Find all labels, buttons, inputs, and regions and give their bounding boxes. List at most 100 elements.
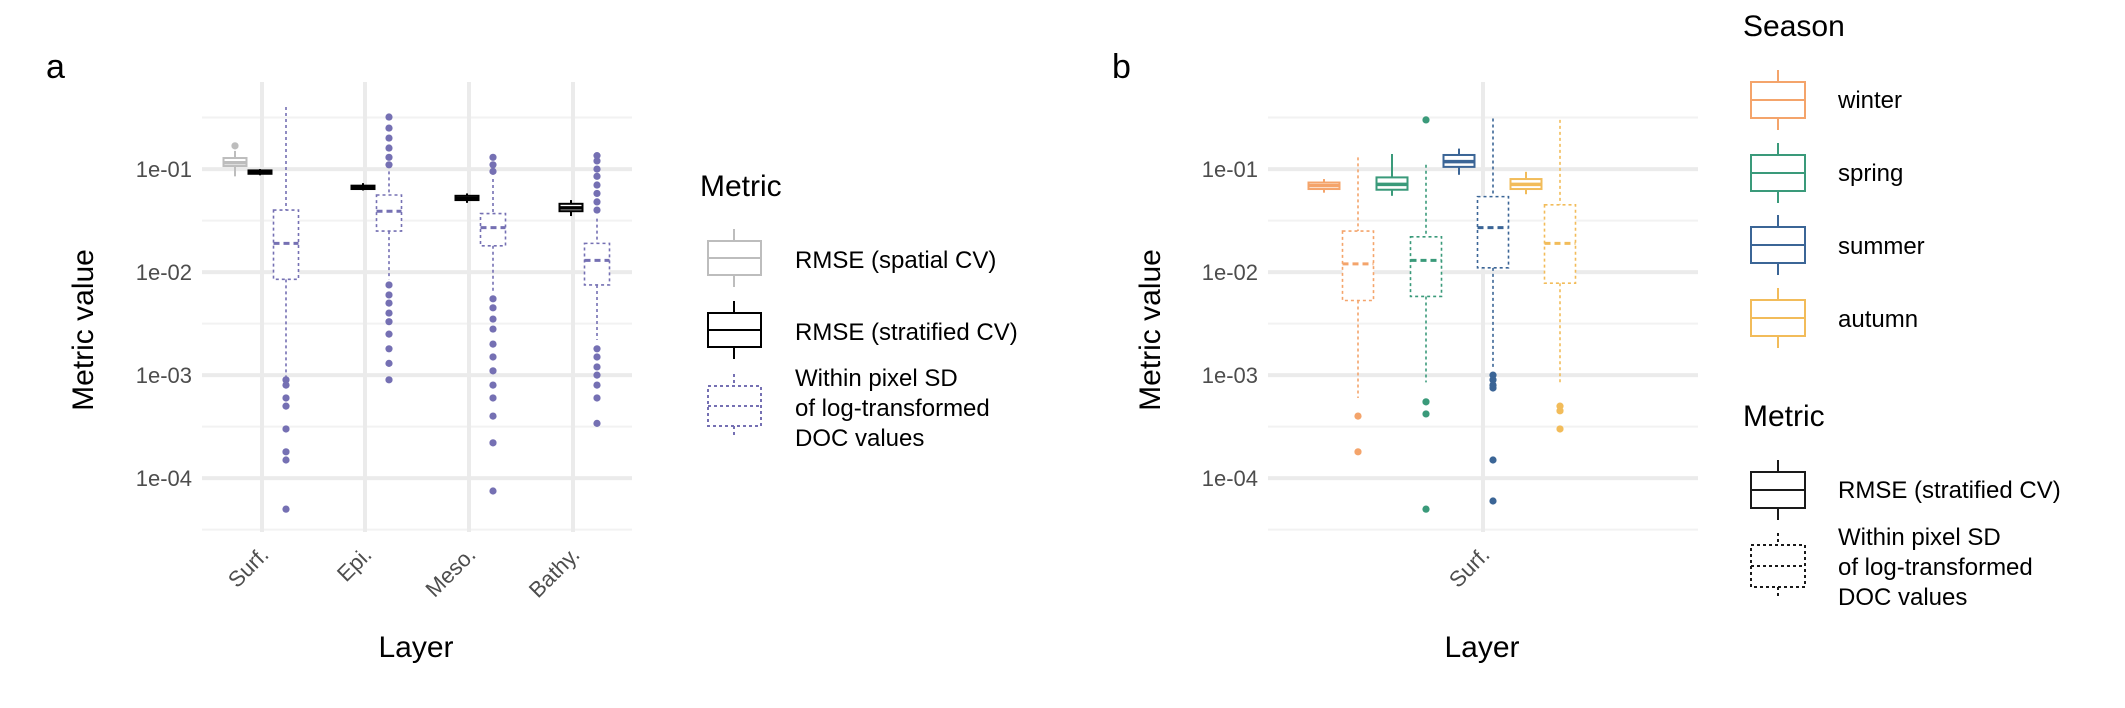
box-surf-rmse: [247, 169, 273, 176]
y-tick-label: 1e-02: [136, 260, 192, 285]
panel-a-boxes: [222, 107, 611, 513]
outlier-point: [593, 353, 601, 361]
outlier-point: [593, 165, 601, 173]
legend-a-key-stratified: [707, 301, 762, 359]
outlier-point: [385, 113, 393, 121]
x-tick-label: Surf.: [1444, 542, 1495, 593]
outlier-point: [231, 142, 239, 150]
outlier-point: [489, 153, 497, 161]
box-surf-autumn-rmse: [1509, 171, 1543, 195]
panel-a-label: a: [46, 48, 65, 86]
outlier-point: [489, 295, 497, 303]
outlier-point: [282, 394, 290, 402]
legend-b-key-spring: [1750, 143, 1806, 203]
legend-b-label-autumn: autumn: [1838, 306, 1918, 333]
outlier-point: [1422, 116, 1430, 124]
legend-b-key-autumn: [1750, 288, 1806, 348]
panel-b-y-ticks: 1e-04 1e-03 1e-02 1e-01: [1202, 157, 1258, 491]
outlier-point: [385, 309, 393, 317]
legend-b-metric-title: Metric: [1743, 400, 1825, 433]
panel-a-x-axis-label: Layer: [378, 631, 453, 664]
outlier-point: [1556, 425, 1564, 433]
legend-b-key-summer: [1750, 215, 1806, 275]
box-surf-summer-sd: [1476, 118, 1510, 505]
outlier-point: [593, 181, 601, 189]
outlier-point: [593, 198, 601, 206]
box-surf-spring-sd: [1409, 116, 1443, 513]
outlier-point: [1422, 410, 1430, 418]
box-meso-sd: [479, 153, 507, 495]
legend-b-key-stratified: [1750, 460, 1806, 520]
outlier-point: [385, 281, 393, 289]
y-tick-label: 1e-02: [1202, 260, 1258, 285]
legend-b-label-sd-1: Within pixel SD: [1838, 524, 2001, 551]
outlier-point: [593, 394, 601, 402]
outlier-point: [489, 304, 497, 312]
outlier-point: [1422, 505, 1430, 513]
y-tick-label: 1e-03: [136, 363, 192, 388]
box-surf-sd: [272, 107, 300, 513]
legend-b-label-stratified: RMSE (stratified CV): [1838, 477, 2061, 504]
outlier-point: [593, 206, 601, 214]
x-tick-label: Bathy.: [524, 542, 585, 603]
box-bathy-rmse: [558, 200, 584, 217]
legend-b-label-summer: summer: [1838, 233, 1925, 260]
outlier-point: [385, 124, 393, 132]
y-tick-label: 1e-03: [1202, 363, 1258, 388]
outlier-point: [282, 425, 290, 433]
outlier-point: [593, 371, 601, 379]
panel-a-y-axis-label: Metric value: [67, 249, 100, 411]
panel-b-x-axis-label: Layer: [1444, 631, 1519, 664]
outlier-point: [1489, 384, 1497, 392]
outlier-point: [489, 340, 497, 348]
outlier-point: [385, 359, 393, 367]
outlier-point: [489, 487, 497, 495]
box-surf-rmse: [222, 142, 248, 177]
legend-b-season: Season winter spring summer autu: [1743, 10, 1925, 348]
box-body: [1409, 236, 1443, 298]
outlier-point: [282, 456, 290, 464]
y-tick-label: 1e-04: [1202, 466, 1258, 491]
outlier-point: [1354, 412, 1362, 420]
panel-b: b 1e-04 1e-03 1e-02 1e-01 Surf. Metric valu…: [1112, 48, 1698, 664]
y-tick-label: 1e-01: [1202, 157, 1258, 182]
panel-a: a 1e-04 1e-03 1e-02 1e-01 Surf. Epi. Meso. Bat…: [46, 48, 632, 664]
outlier-point: [385, 153, 393, 161]
panel-b-boxes: [1307, 116, 1577, 513]
box-epi-sd: [375, 113, 403, 384]
panel-b-x-ticks: Surf.: [1444, 542, 1495, 593]
outlier-point: [282, 376, 290, 384]
box-body: [583, 242, 611, 286]
box-surf-winter-sd: [1341, 157, 1375, 456]
outlier-point: [593, 172, 601, 180]
outlier-point: [489, 315, 497, 323]
legend-b-label-spring: spring: [1838, 160, 1903, 187]
legend-a-label-stratified: RMSE (stratified CV): [795, 319, 1018, 346]
outlier-point: [1489, 376, 1497, 384]
legend-b-key-sd: [1750, 533, 1806, 599]
legend-a-key-sd: [707, 374, 762, 438]
outlier-point: [385, 134, 393, 142]
outlier-point: [489, 161, 497, 169]
outlier-point: [489, 353, 497, 361]
box-body: [1341, 230, 1375, 302]
outlier-point: [282, 505, 290, 513]
legend-a: Metric RMSE (spatial CV) RMSE (stratifie…: [700, 170, 1018, 452]
outlier-point: [593, 381, 601, 389]
outlier-point: [1556, 407, 1564, 415]
legend-a-title: Metric: [700, 170, 782, 203]
outlier-point: [489, 412, 497, 420]
legend-b-label-sd-3: DOC values: [1838, 584, 1967, 611]
panel-b-y-axis-label: Metric value: [1134, 249, 1167, 411]
outlier-point: [282, 448, 290, 456]
outlier-point: [385, 299, 393, 307]
panel-a-x-ticks: Surf. Epi. Meso. Bathy.: [223, 542, 585, 603]
outlier-point: [1489, 456, 1497, 464]
x-tick-label: Epi.: [332, 542, 376, 586]
legend-a-label-sd-3: DOC values: [795, 425, 924, 452]
legend-a-label-sd-2: of log-transformed: [795, 395, 990, 422]
x-tick-label: Surf.: [223, 542, 274, 593]
outlier-point: [282, 381, 290, 389]
box-body: [479, 212, 507, 247]
